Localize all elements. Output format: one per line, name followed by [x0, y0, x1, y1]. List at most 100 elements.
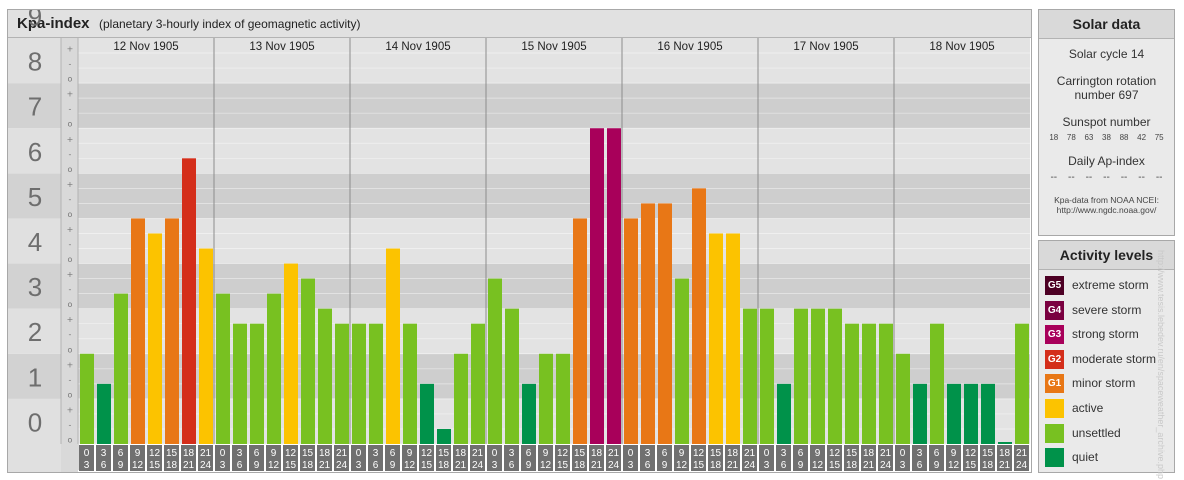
sunspot-value: 63	[1084, 133, 1094, 142]
minor-tick-label: -	[69, 375, 72, 384]
y-band	[61, 83, 1030, 129]
interval-end-label: 18	[846, 460, 858, 471]
day-label: 15 Nov 1905	[521, 41, 586, 53]
kpa-bar	[709, 233, 723, 444]
interval-cell	[181, 445, 196, 471]
kpa-bar	[403, 323, 417, 444]
kpa-bar	[505, 308, 519, 444]
sunspot-value: 42	[1137, 133, 1147, 142]
ap-value: --	[1085, 172, 1093, 183]
minor-tick-label: +	[67, 135, 74, 144]
kpa-bar	[165, 218, 179, 444]
interval-cell	[232, 445, 247, 471]
interval-cell	[861, 445, 876, 471]
minor-tick-label: +	[67, 360, 74, 369]
kpa-bar	[947, 383, 961, 444]
interval-end-label: 21	[727, 460, 739, 471]
interval-cell	[810, 445, 825, 471]
kpa-bar	[250, 323, 264, 444]
sunspot-value: 75	[1154, 133, 1164, 142]
chart-title: Kpa-index	[17, 15, 90, 32]
interval-start-label: 18	[183, 448, 195, 459]
interval-end-label: 6	[237, 460, 243, 471]
interval-end-label: 15	[557, 460, 569, 471]
interval-start-label: 15	[846, 448, 858, 459]
kpa-bar	[539, 353, 553, 444]
interval-cell	[249, 445, 264, 471]
minor-tick-label: -	[69, 285, 72, 294]
kpa-bar	[726, 233, 740, 444]
interval-cell	[997, 445, 1012, 471]
interval-end-label: 24	[1016, 460, 1028, 471]
kpa-bar	[641, 203, 655, 444]
interval-end-label: 21	[999, 460, 1011, 471]
interval-start-label: 21	[880, 448, 892, 459]
interval-cell	[878, 445, 893, 471]
interval-start-label: 15	[438, 448, 450, 459]
kpa-bar	[386, 248, 400, 444]
interval-cell	[419, 445, 434, 471]
interval-cell	[164, 445, 179, 471]
interval-cell	[1014, 445, 1029, 471]
minor-tick-label: -	[69, 330, 72, 339]
interval-cell	[674, 445, 689, 471]
y-band-label-bg	[8, 38, 61, 84]
interval-start-label: 12	[693, 448, 705, 459]
interval-end-label: 21	[319, 460, 331, 471]
interval-cell	[640, 445, 655, 471]
minor-tick-label: o	[68, 120, 73, 129]
kpa-bar	[267, 293, 281, 444]
kpa-bar	[811, 308, 825, 444]
interval-cell	[963, 445, 978, 471]
interval-start-label: 18	[319, 448, 331, 459]
interval-start-label: 15	[982, 448, 994, 459]
interval-end-label: 12	[948, 460, 960, 471]
kpa-bar	[981, 383, 995, 444]
kpa-bar	[828, 308, 842, 444]
interval-start-label: 18	[727, 448, 739, 459]
y-tick-label: 0	[28, 407, 42, 437]
kpa-bar	[777, 383, 791, 444]
interval-start-label: 18	[999, 448, 1011, 459]
y-band-label-bg	[8, 308, 61, 354]
interval-end-label: 9	[254, 460, 260, 471]
interval-cell	[453, 445, 468, 471]
legend-label: active	[1072, 401, 1104, 415]
interval-cell	[657, 445, 672, 471]
solar-data-title: Solar data	[1039, 10, 1174, 39]
ap-index-title: Daily Ap-index	[1068, 154, 1145, 168]
interval-end-label: 24	[472, 460, 484, 471]
interval-cell	[708, 445, 723, 471]
interval-start-label: 12	[149, 448, 161, 459]
interval-end-label: 18	[438, 460, 450, 471]
y-band-label-bg	[8, 173, 61, 219]
y-band-label-bg	[8, 83, 61, 129]
kpa-bar	[896, 353, 910, 444]
interval-end-label: 3	[220, 460, 226, 471]
interval-start-label: 21	[608, 448, 620, 459]
interval-start-label: 3	[781, 448, 787, 459]
legend-swatch	[1045, 448, 1064, 468]
interval-cell	[334, 445, 349, 471]
interval-end-label: 12	[132, 460, 144, 471]
kpa-bar	[573, 218, 587, 444]
interval-end-label: 15	[149, 460, 161, 471]
interval-end-label: 9	[798, 460, 804, 471]
interval-cell	[589, 445, 604, 471]
kpa-bar	[556, 353, 570, 444]
interval-end-label: 3	[356, 460, 362, 471]
kpa-chart-panel: Kpa-index (planetary 3-hourly index of g…	[7, 9, 1032, 473]
y-band	[61, 38, 1030, 84]
interval-start-label: 3	[509, 448, 515, 459]
y-band	[61, 173, 1030, 219]
interval-end-label: 24	[200, 460, 212, 471]
interval-start-label: 6	[798, 448, 804, 459]
kpa-source-link[interactable]: http://www.ngdc.noaa.gov/	[1056, 205, 1157, 215]
y-tick-label: 3	[28, 272, 42, 302]
interval-end-label: 15	[693, 460, 705, 471]
interval-cell	[215, 445, 230, 471]
y-tick-label: 4	[28, 227, 42, 257]
legend-swatch	[1045, 423, 1064, 443]
y-band-label-bg	[8, 353, 61, 399]
interval-start-label: 6	[526, 448, 532, 459]
